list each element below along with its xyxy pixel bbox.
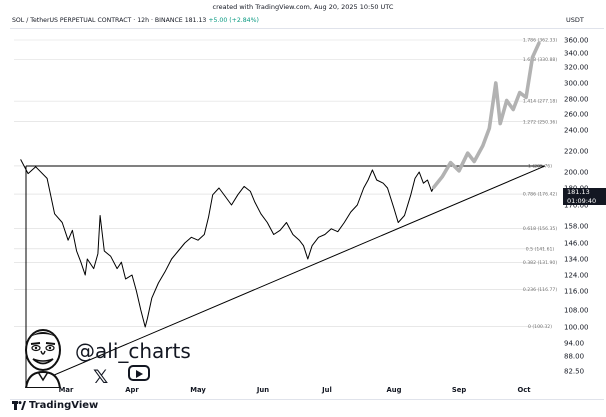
tradingview-mark-icon	[12, 400, 26, 410]
x-axis-tick-label: Aug	[387, 386, 402, 394]
symbol-header: SOL / TetherUS PERPETUAL CONTRACT · 12h …	[12, 17, 259, 24]
y-axis-tick-label: 200.00	[564, 169, 589, 177]
fib-level-label: 0.236 (116.77)	[523, 287, 557, 293]
chart-frame	[10, 28, 604, 400]
symbol-name: SOL / TetherUS PERPETUAL CONTRACT · 12h …	[12, 17, 183, 24]
x-axis-tick-label: Jun	[256, 386, 269, 394]
current-price-tag: 181.13 01:09:40	[563, 188, 606, 205]
fib-level-label: 0.5 (141.61)	[526, 246, 555, 252]
y-axis-tick-label: 108.00	[564, 307, 589, 315]
y-axis-tick-label: 124.00	[564, 272, 589, 280]
x-axis-tick-label: Jul	[321, 386, 332, 394]
y-axis-tick-label: 320.00	[564, 64, 589, 72]
x-axis-tick-label: Sep	[452, 386, 467, 394]
fib-level-label: 1.414 (277.18)	[523, 99, 557, 105]
y-axis-tick-label: 300.00	[564, 80, 589, 88]
youtube-icon[interactable]	[128, 365, 150, 381]
fib-level-label: 1.272 (250.36)	[523, 119, 557, 125]
y-axis-tick-label: 240.00	[564, 127, 589, 135]
tradingview-wordmark: TradingView	[29, 400, 99, 411]
creation-stamp: created with TradingView.com, Aug 20, 20…	[212, 3, 394, 11]
price-line	[20, 159, 435, 328]
fib-level-label: 1.786 (362.33)	[523, 38, 557, 44]
author-handle: @ali_charts	[75, 339, 191, 363]
x-axis-tick-label: May	[190, 386, 206, 394]
fib-level-label: 0.382 (131.90)	[523, 260, 557, 266]
y-axis-tick-label: 88.00	[564, 353, 584, 361]
x-axis-tick-label: Mar	[59, 386, 74, 394]
y-axis-tick-label: 116.00	[564, 288, 589, 296]
y-axis-tick-label: 82.50	[564, 368, 584, 376]
fib-level-label: 0.618 (156.35)	[523, 226, 557, 232]
y-axis-tick-label: 100.00	[564, 324, 589, 332]
y-axis-tick-label: 220.00	[564, 148, 589, 156]
currency-label: USDT	[566, 16, 584, 24]
x-logo-icon[interactable]: 𝕏	[93, 366, 109, 388]
fib-level-label: 0 (100.32)	[528, 324, 552, 330]
x-axis-tick-label: Oct	[517, 386, 531, 394]
y-axis-tick-label: 360.00	[564, 37, 589, 45]
y-axis-tick-label: 146.00	[564, 240, 589, 248]
cartoon-avatar-icon	[24, 329, 62, 388]
fib-level-label: 0.786 (176.42)	[523, 192, 557, 198]
y-axis-tick-label: 340.00	[564, 50, 589, 58]
projection-path	[431, 41, 541, 189]
y-axis-tick-label: 280.00	[564, 96, 589, 104]
price-tag-countdown: 01:09:40	[567, 196, 597, 205]
ascending-support-line	[25, 165, 546, 388]
last-price: 181.13	[184, 17, 207, 24]
y-axis-tick-label: 158.00	[564, 223, 589, 231]
price-tag-value: 181.13	[567, 188, 590, 196]
x-axis-tick-label: Apr	[125, 386, 139, 394]
tradingview-logo[interactable]: TradingView	[12, 400, 98, 411]
fib-level-label: 1.618 (330.88)	[523, 57, 557, 63]
price-change: +5.00 (+2.84%)	[208, 17, 259, 24]
y-axis-tick-label: 260.00	[564, 111, 589, 119]
y-axis-tick-label: 170.00	[564, 202, 589, 210]
y-axis-tick-label: 134.00	[564, 256, 589, 264]
fib-level-label: 1 (205.76)	[528, 164, 552, 170]
y-axis-tick-label: 94.00	[564, 340, 584, 348]
